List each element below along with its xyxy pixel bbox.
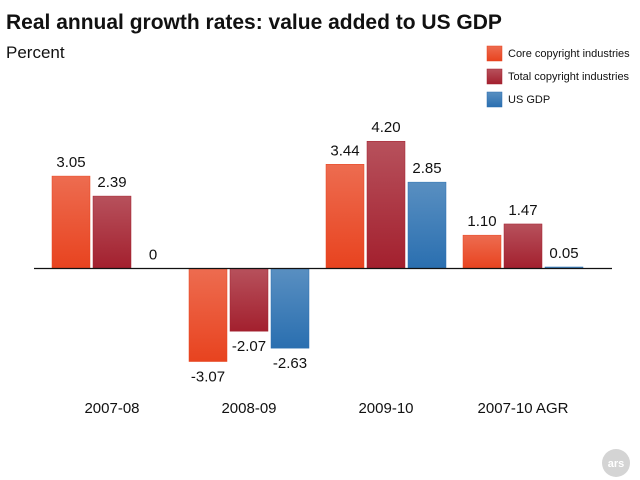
bar-label-core-copyright-industries-2007-08: 3.05	[56, 154, 85, 171]
bar-label-total-copyright-industries-2007-10-agr: 1.47	[508, 202, 537, 219]
bar-label-us-gdp-2008-09: -2.63	[273, 355, 307, 372]
category-label-2007-10-agr: 2007-10 AGR	[478, 400, 569, 417]
category-label-2008-09: 2008-09	[221, 400, 276, 417]
bar-label-total-copyright-industries-2008-09: -2.07	[232, 338, 266, 355]
bar-us-gdp-2009-10	[407, 181, 447, 269]
bar-label-us-gdp-2007-10-agr: 0.05	[549, 245, 578, 262]
legend-swatch-us-gdp	[486, 91, 503, 108]
legend-swatch-core-copyright-industries	[486, 45, 503, 62]
bar-label-core-copyright-industries-2007-10-agr: 1.10	[467, 213, 496, 230]
bar-label-core-copyright-industries-2008-09: -3.07	[191, 369, 225, 386]
bar-label-us-gdp-2009-10: 2.85	[412, 160, 441, 177]
category-label-2007-08: 2007-08	[84, 400, 139, 417]
legend-label-us-gdp: US GDP	[508, 94, 550, 106]
bar-us-gdp-2008-09	[270, 268, 310, 349]
bar-core-copyright-industries-2007-08	[51, 175, 91, 269]
ars-logo-text: ars	[608, 458, 625, 470]
bar-label-core-copyright-industries-2009-10: 3.44	[330, 142, 359, 159]
bar-core-copyright-industries-2009-10	[325, 164, 365, 269]
chart-subtitle: Percent	[6, 43, 65, 62]
chart-title: Real annual growth rates: value added to…	[6, 11, 502, 34]
bar-labels: 3.05 2.39 0 -3.07 -2.07 -2.63 3.44 4.20 2.85 1.10…	[56, 119, 578, 385]
legend: Core copyright industries Total copyright…	[486, 45, 630, 108]
ars-logo: ars	[602, 449, 630, 477]
bar-core-copyright-industries-2008-09	[188, 268, 228, 362]
bar-label-total-copyright-industries-2007-08: 2.39	[97, 174, 126, 191]
bar-total-copyright-industries-2007-10-agr	[503, 223, 543, 269]
ars-logo-badge	[602, 449, 630, 477]
category-labels: 2007-08 2008-09 2009-10 2007-10 AGR	[84, 400, 568, 417]
bar-label-total-copyright-industries-2009-10: 4.20	[371, 119, 400, 136]
bars	[51, 140, 584, 362]
bar-label-us-gdp-2007-08: 0	[149, 247, 157, 264]
legend-label-total-copyright-industries: Total copyright industries	[508, 71, 630, 83]
category-label-2009-10: 2009-10	[358, 400, 413, 417]
bar-core-copyright-industries-2007-10-agr	[462, 234, 502, 269]
bar-total-copyright-industries-2009-10	[366, 140, 406, 269]
legend-label-core-copyright-industries: Core copyright industries	[508, 48, 630, 60]
bar-total-copyright-industries-2008-09	[229, 268, 269, 332]
bar-total-copyright-industries-2007-08	[92, 195, 132, 269]
legend-swatch-total-copyright-industries	[486, 68, 503, 85]
